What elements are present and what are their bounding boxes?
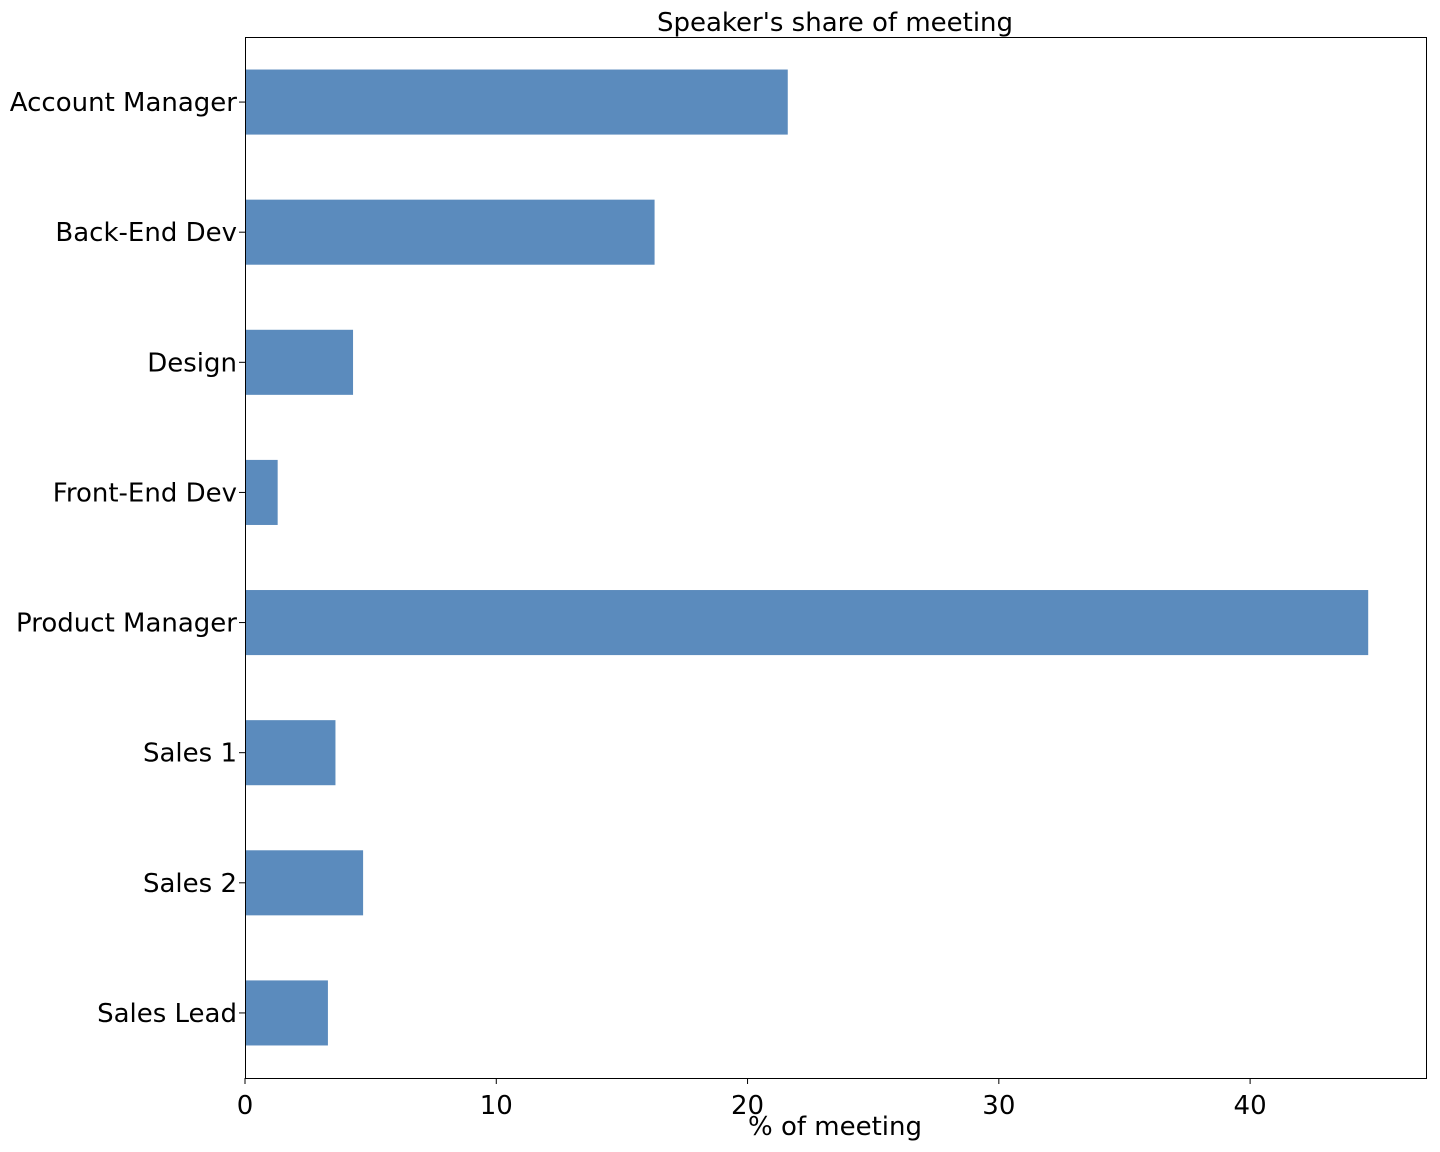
y-tick-label-sales-1: Sales 1 bbox=[143, 739, 237, 769]
x-tick-label-30: 30 bbox=[982, 1091, 1015, 1121]
x-tick-label-40: 40 bbox=[1234, 1091, 1267, 1121]
x-tick-label-20: 20 bbox=[731, 1091, 764, 1121]
plot-frame bbox=[245, 37, 1427, 1079]
x-axis-title: % of meeting bbox=[748, 1112, 922, 1142]
y-tick-label-back-end-dev: Back-End Dev bbox=[55, 218, 237, 248]
y-tick-label-sales-lead: Sales Lead bbox=[97, 999, 237, 1029]
bar-back-end-dev bbox=[245, 199, 655, 265]
bar-account-manager bbox=[245, 69, 788, 135]
bar-sales-1 bbox=[245, 720, 336, 786]
bars-layer bbox=[245, 69, 1369, 1046]
bar-sales-lead bbox=[245, 980, 328, 1046]
y-tick-label-front-end-dev: Front-End Dev bbox=[53, 478, 237, 508]
bar-front-end-dev bbox=[245, 459, 278, 525]
y-tick-label-product-manager: Product Manager bbox=[16, 609, 237, 639]
x-tick-label-0: 0 bbox=[237, 1091, 254, 1121]
y-axis: Account Manager Back-End Dev Design Front-E… bbox=[10, 88, 245, 1029]
y-tick-label-design: Design bbox=[147, 348, 237, 378]
y-tick-label-account-manager: Account Manager bbox=[10, 88, 238, 118]
chart-title: Speaker's share of meeting bbox=[657, 8, 1013, 38]
bar-design bbox=[245, 329, 354, 395]
bar-sales-2 bbox=[245, 850, 364, 916]
bar-product-manager bbox=[245, 590, 1369, 656]
x-tick-label-10: 10 bbox=[480, 1091, 513, 1121]
y-tick-label-sales-2: Sales 2 bbox=[143, 869, 237, 899]
